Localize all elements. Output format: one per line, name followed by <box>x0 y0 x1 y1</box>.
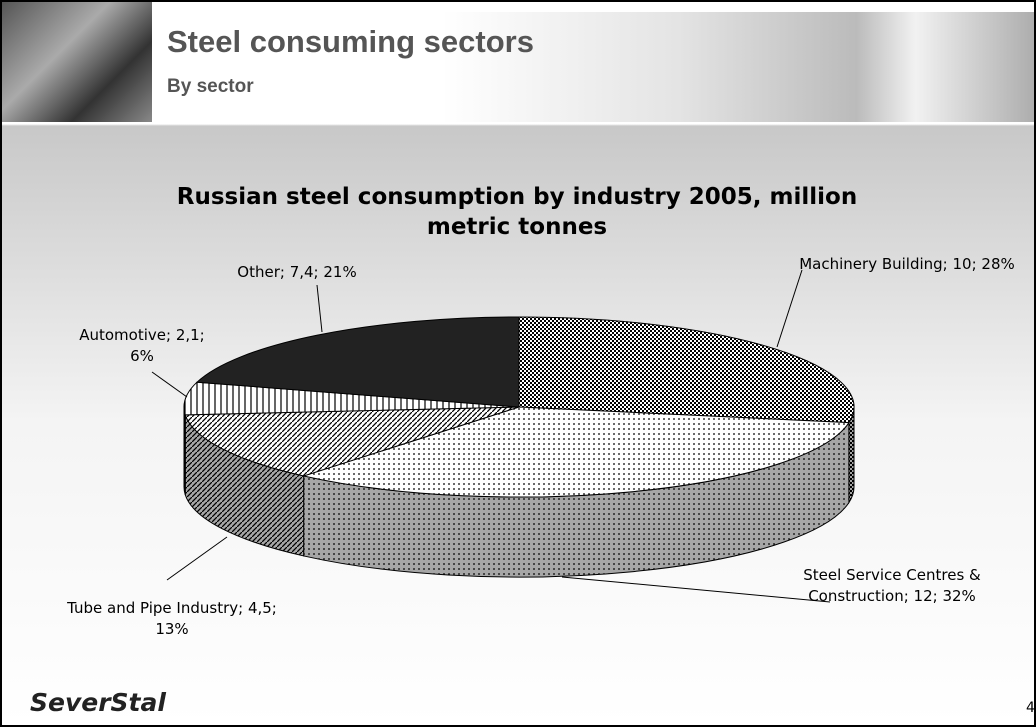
pie-slice <box>184 406 520 477</box>
data-label: Automotive; 2,1; 6% <box>79 326 205 365</box>
pie-side-shade <box>185 414 304 556</box>
leader-line <box>561 576 831 603</box>
pie-slice <box>195 316 520 408</box>
data-label: Machinery Building; 10; 28% <box>799 255 1015 273</box>
chart-title: Russian steel consumption by industry 20… <box>176 184 858 240</box>
leader-line <box>316 284 323 333</box>
logo: SeverStal <box>30 688 166 717</box>
data-label: Steel Service Centres & Construction; 12… <box>803 566 981 605</box>
pie-side-shade <box>184 407 186 495</box>
leader-line <box>166 536 228 581</box>
pie-side-shade <box>848 407 855 503</box>
leader-line <box>151 371 188 398</box>
slide-subtitle: By sector <box>167 76 254 97</box>
pie-side-shade <box>303 422 849 577</box>
pie-slice <box>183 381 520 416</box>
pie-slice <box>301 406 850 498</box>
header-image <box>2 2 152 122</box>
header-image <box>442 12 1034 122</box>
pie-slice <box>518 316 855 424</box>
data-label: Tube and Pipe Industry; 4,5; 13% <box>67 599 277 638</box>
page-number: 4 <box>1026 700 1035 716</box>
slide-title: Steel consuming sectors <box>167 24 534 59</box>
data-label: Other; 7,4; 21% <box>237 263 357 281</box>
leader-line <box>776 269 803 348</box>
